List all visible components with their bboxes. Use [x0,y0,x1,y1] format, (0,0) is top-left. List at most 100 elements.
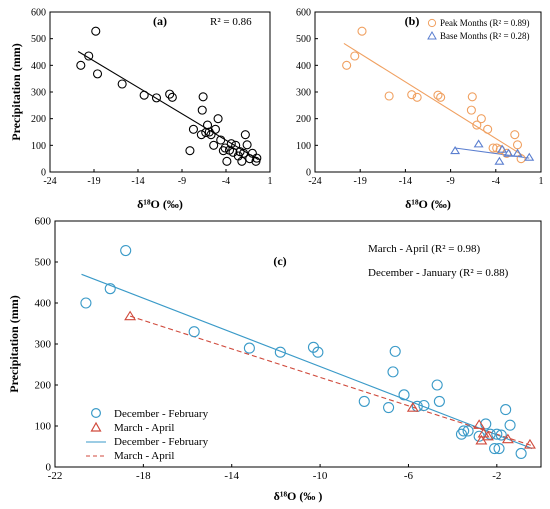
panel-c-dec-feb-point [455,428,468,440]
panel-c-dec-feb-point [387,366,399,378]
panel-c-dec-feb-point [489,442,501,455]
panel-b-peak-point [412,92,422,102]
panel-a-data-point [231,140,241,150]
panel-b-y-tick-label: 400 [296,61,311,72]
panel-c: (c) March - April (R² = 0.98) December -… [7,216,542,503]
panel-c-dec-feb-trendline [81,273,533,450]
panel-a-y-tick-label: 300 [31,88,46,99]
panel-c-x-axis-label: δ¹⁸O (‰ ) [274,489,323,503]
panel-c-x-tick-label: -18 [136,470,151,482]
panel-a-y-tick-label: 600 [31,8,46,19]
panel-c-dec-feb-point [431,379,443,391]
panel-a-x-axis-label: δ¹⁸O (‰) [137,197,183,211]
panel-a-x-tick-label: 1 [268,176,273,187]
panel-a-x-tick-label: -14 [131,176,144,187]
panel-c-label: (c) [273,254,286,268]
panel-c-dec-feb-point [80,297,92,309]
panel-a-x-tick-label: -4 [222,176,230,187]
panel-a-x-tick-label: -9 [178,176,186,187]
panel-a-trendline [77,50,259,161]
panel-c-y-tick-label: 100 [35,421,52,433]
panel-b-legend-base-marker [427,30,437,40]
panel-c-dec-feb-point [243,342,255,354]
panel-a-y-tick-label: 100 [31,141,46,152]
panel-c-y-tick-label: 200 [35,380,52,392]
panel-c-dec-feb-point [433,395,445,407]
panel-c-legend-dec-feb-line-label: December - February [114,436,209,448]
panel-b-x-tick-label: 1 [539,176,544,187]
panel-c-mar-apr-point [481,430,494,441]
panel-c-mar-apr-trendline [129,315,533,447]
panel-a-data-point [198,92,208,102]
panel-c-y-tick-label: 0 [46,462,52,474]
panel-c-dec-feb-point [491,428,503,440]
panel-c-mar-apr-point [477,427,490,438]
panel-c-legend-mar-apr-marker [90,421,102,432]
panel-a-data-point [222,156,232,166]
panel-a-data-point [218,146,228,156]
panel-a-data-point [91,26,101,36]
panel-a-data-point [213,114,223,124]
panel-a-data-point [240,130,250,140]
panel-c-dec-feb-point [515,447,527,460]
panel-a-data-point [220,143,230,153]
panel-a-data-point [76,60,86,70]
panel-c-dec-feb-point [504,419,516,431]
panel-a-data-point [165,89,175,99]
panel-a-y-tick-label: 200 [31,114,46,125]
panel-c-y-tick-label: 600 [35,216,52,228]
panel-c-legend-mar-apr-line-label: March - April [114,450,174,462]
panel-c-dec-feb-point [418,399,430,412]
panel-c-mar-apr-point [406,402,419,412]
panel-b-x-axis-label: δ¹⁸O (‰) [405,197,451,211]
panel-c-dec-feb-point [500,404,512,416]
panel-a-data-point [92,69,103,79]
panel-a-x-tick-label: -24 [43,176,56,187]
panel-a-data-point [206,130,216,140]
panel-b-y-tick-label: 200 [296,114,311,125]
panel-c-dec-feb-point [480,418,492,430]
panel-b-peak-point [466,105,476,115]
panel-c-dec-feb-point [495,429,507,441]
panel-c-dec-feb-point [120,244,132,257]
panel-b-y-tick-label: 100 [296,141,311,152]
panel-b-peak-point [467,92,477,102]
panel-c-dec-feb-point [383,401,395,414]
panel-c-dec-feb-point [493,442,505,455]
panel-a-x-tick-label: -19 [87,176,100,187]
panel-c-y-tick-label: 400 [35,298,52,310]
panel-b-peak-point [342,60,352,70]
panel-b-y-tick-label: 300 [296,88,311,99]
panel-c-x-tick-label: -10 [313,470,328,482]
panel-b-peak-trendline [343,43,524,156]
panel-b-base-point [473,139,484,148]
panel-b-peak-point [512,140,523,150]
panel-a-data-point [188,124,198,134]
panel-a-label: (a) [153,14,167,28]
panel-c-dec-feb-point [458,425,470,437]
panel-b-legend-peak-label: Peak Months (R² = 0.89) [440,18,530,28]
panel-c-y-axis-label: Precipitation (mm) [7,295,21,392]
panel-b-label: (b) [405,14,420,28]
panel-c-legend-mar-apr-marker-label: March - April [114,422,174,434]
panel-c-x-tick-label: -22 [48,470,63,482]
panel-b-y-tick-label: 600 [296,8,311,19]
panel-a-y-tick-label: 400 [31,61,46,72]
panel-c-dec-feb-point [104,283,116,295]
panel-c-x-tick-label: -2 [492,470,501,482]
panel-b-peak-point [472,120,482,130]
panel-c-mar-apr-point [501,433,514,444]
panel-b-legend-peak-marker [427,18,437,28]
panel-c-dec-feb-point [188,326,200,338]
panel-c-mar-apr-point [473,419,486,429]
panel-a-data-point [167,92,177,102]
panel-a-r2-note: R² = 0.86 [210,16,252,28]
panel-b-base-point [497,144,508,153]
panel-b-peak-point [350,51,360,61]
panel-b-base-point [450,146,461,155]
panel-a-data-point [209,140,219,150]
panel-b-y-tick-label: 500 [296,34,311,45]
panel-b-peak-point [433,90,443,100]
panel-a-data-point [252,153,262,163]
